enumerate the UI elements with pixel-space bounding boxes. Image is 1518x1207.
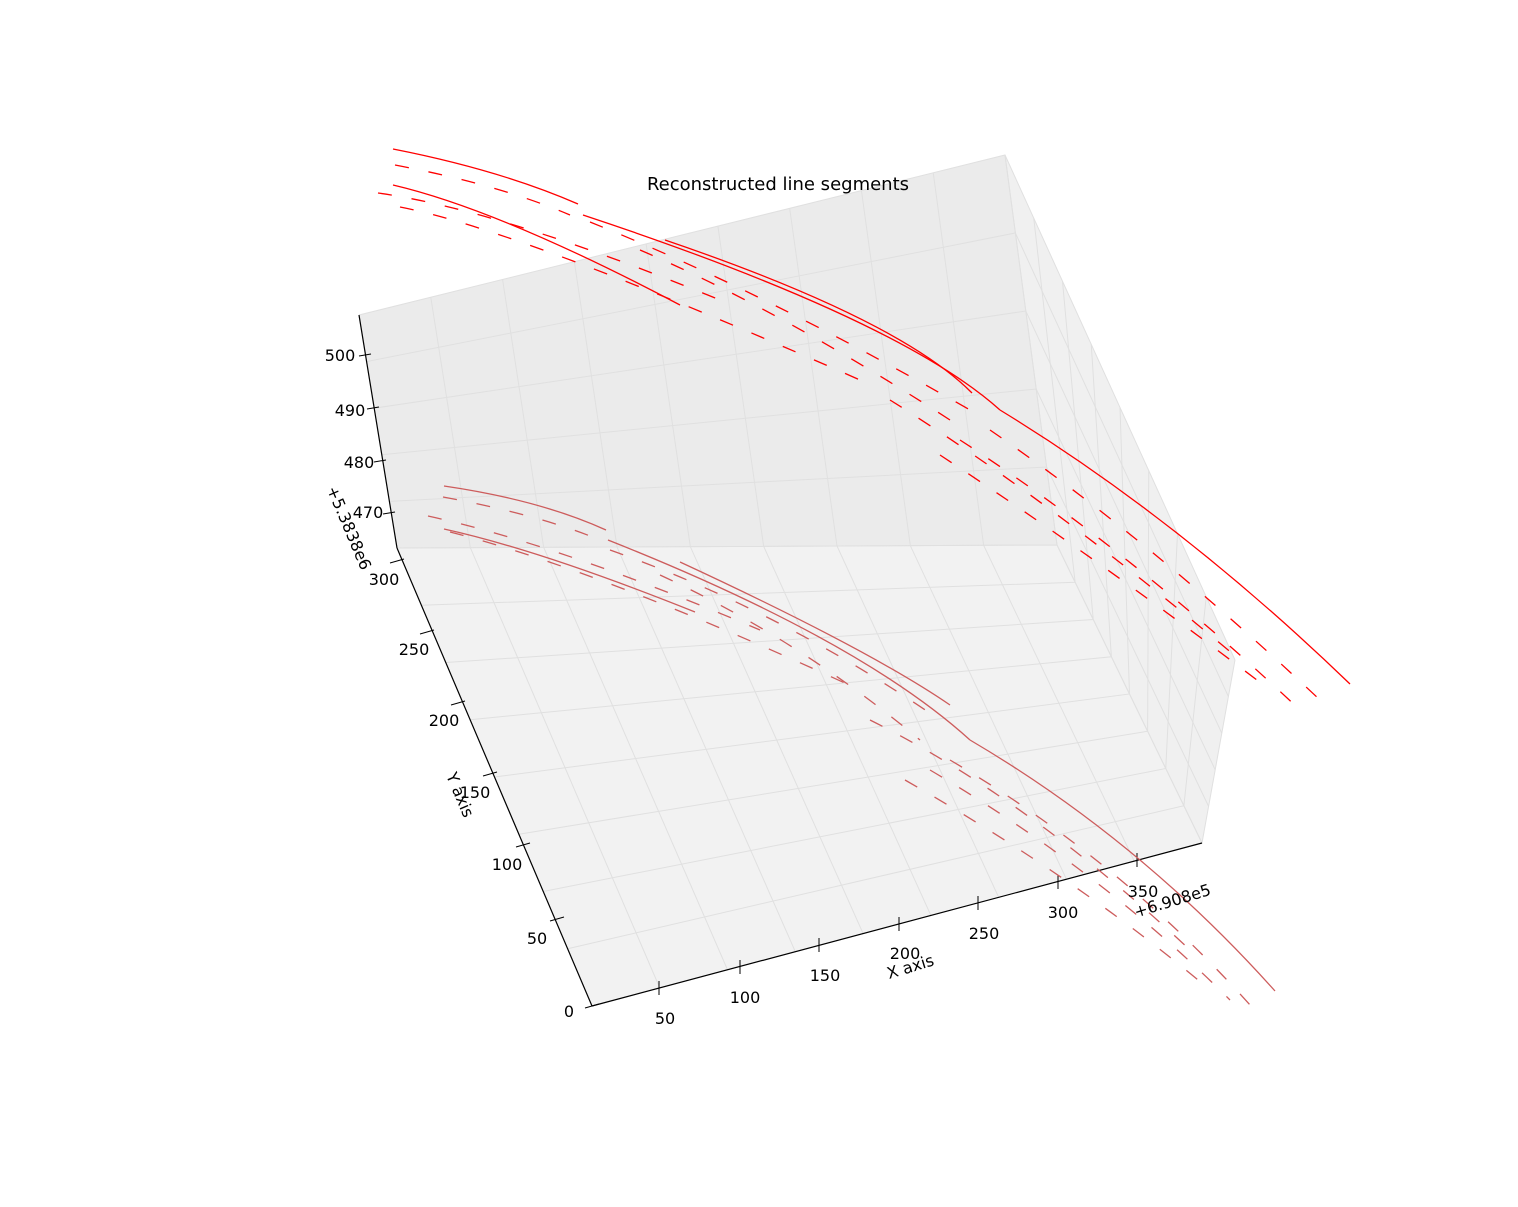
- y-axis-line: [396, 547, 593, 1007]
- x-tick-label: 250: [969, 924, 1000, 943]
- y-tick-mark: [584, 1003, 600, 1009]
- solid-segment: [607, 539, 971, 741]
- z-tick-mark: [358, 353, 372, 357]
- z-tick-label: 470: [353, 503, 384, 522]
- dashed-segment: [939, 454, 1271, 691]
- x-tick-label: 200: [890, 944, 921, 963]
- y-tick-label: 0: [564, 1002, 574, 1021]
- z-tick-mark: [366, 406, 380, 410]
- y-tick-label: 300: [369, 570, 400, 589]
- z-offset-label: +5.3838e6: [323, 483, 375, 573]
- upper-line-segments: [377, 148, 1351, 711]
- solid-segment: [443, 485, 607, 531]
- dashed-segment: [639, 249, 951, 421]
- floor-pane: [397, 545, 1202, 1006]
- y-tick-mark: [389, 558, 405, 564]
- dashed-segment: [659, 574, 921, 741]
- x-tick-label: 100: [730, 988, 761, 1007]
- dashed-segment: [449, 531, 861, 691]
- z-tick-label: 500: [325, 346, 356, 365]
- solid-segment: [443, 528, 696, 613]
- y-tick-mark: [450, 700, 466, 706]
- y-tick-mark: [482, 771, 498, 777]
- solid-segment: [664, 239, 973, 394]
- axis-lines: [358, 314, 1203, 1007]
- x-axis-line: [591, 842, 1203, 1007]
- solid-segment: [679, 561, 951, 706]
- grid-line-z: [366, 232, 1229, 697]
- y-tick-mark: [419, 629, 435, 635]
- y-tick-label: 150: [460, 783, 491, 802]
- y-tick-label: 200: [429, 711, 460, 730]
- x-tick-label: 150: [810, 966, 841, 985]
- axis-panes: [359, 155, 1235, 1006]
- grid-line-z: [396, 544, 1203, 844]
- y-tick-label: 50: [527, 929, 547, 948]
- solid-segment: [392, 148, 579, 205]
- grid-line-z: [381, 388, 1216, 771]
- dashed-segment: [442, 496, 601, 541]
- dashed-segment: [427, 515, 761, 631]
- x-tick-label: 350: [1128, 882, 1159, 901]
- tick-marks: [358, 353, 1138, 1009]
- solid-segment: [582, 214, 1001, 411]
- z-tick-mark: [382, 511, 396, 515]
- y-tick-mark: [515, 842, 531, 848]
- solid-segment: [392, 184, 681, 306]
- z-tick-label: 490: [335, 401, 366, 420]
- y-tick-label: 100: [492, 855, 523, 874]
- dashed-segment: [609, 549, 941, 721]
- z-tick-mark: [373, 459, 387, 463]
- dashed-segment: [399, 206, 861, 381]
- y-tick-mark: [549, 916, 565, 922]
- x-tick-label: 50: [655, 1009, 675, 1028]
- chart-title: Reconstructed line segments: [647, 174, 909, 195]
- dashed-segment: [377, 192, 721, 301]
- solid-segment: [969, 739, 1276, 992]
- z-tick-label: 480: [344, 453, 375, 472]
- dashed-segment: [959, 439, 1301, 711]
- grid-line-z: [389, 466, 1210, 807]
- solid-segment: [999, 409, 1351, 685]
- back-pane: [359, 155, 1057, 548]
- z-axis-line: [358, 314, 398, 549]
- lower-line-segments: [427, 485, 1276, 1006]
- y-tick-label: 250: [399, 640, 430, 659]
- tick-labels: 50 100 150 200 250 300 350 0 50 100 150 200 250 300 47…: [325, 346, 1159, 1028]
- side-pane: [1005, 155, 1235, 843]
- x-tick-label: 300: [1048, 903, 1079, 922]
- grid-line-z: [374, 310, 1223, 734]
